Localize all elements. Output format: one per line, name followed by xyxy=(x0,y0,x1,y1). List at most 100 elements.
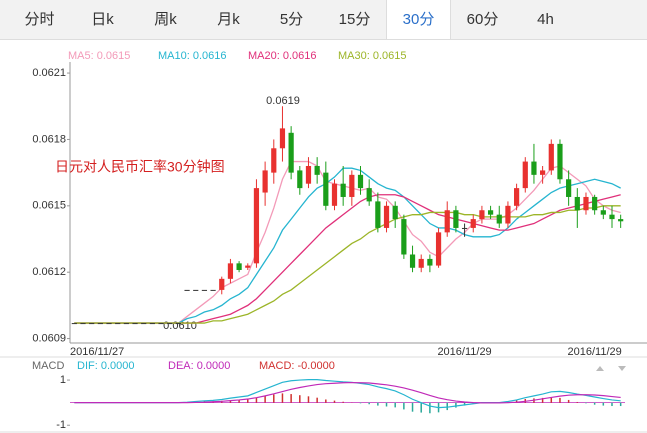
y-tick-label: 0.0621 xyxy=(32,67,66,79)
candle-body xyxy=(505,205,511,224)
candle-body xyxy=(618,219,624,222)
tab[interactable]: 日k xyxy=(91,11,114,28)
candle-body xyxy=(479,210,485,220)
ma-line xyxy=(74,194,621,324)
candle-body xyxy=(531,161,537,175)
candle-body xyxy=(123,323,129,325)
candle-body xyxy=(331,183,338,206)
tab[interactable]: 月k xyxy=(217,11,240,28)
legend-entry: MA10: 0.0616 xyxy=(158,50,227,62)
tab[interactable]: 4h xyxy=(537,11,554,28)
legend-entry: MA30: 0.0615 xyxy=(338,50,407,62)
tab[interactable]: 30分 xyxy=(386,0,451,39)
candle-body xyxy=(167,323,173,325)
candle-body xyxy=(210,289,216,291)
legend-entry: MA20: 0.0616 xyxy=(248,50,317,62)
annotation: 0.0619 xyxy=(266,95,300,107)
candle-body xyxy=(106,323,112,325)
tab[interactable]: 60分 xyxy=(466,11,499,28)
candle-body xyxy=(340,183,346,197)
candle-body xyxy=(349,174,355,197)
icon[interactable] xyxy=(618,366,626,371)
candle-body xyxy=(487,210,494,215)
candle-body xyxy=(418,258,424,268)
candle-body xyxy=(297,170,303,189)
candle-body xyxy=(132,323,138,325)
candle-body xyxy=(470,219,476,228)
ma-line xyxy=(74,160,621,324)
candle-body xyxy=(522,161,528,189)
candle-body xyxy=(158,323,164,325)
candle-body xyxy=(514,188,520,206)
x-tick-label: 2016/11/27 xyxy=(70,346,124,358)
candle-body xyxy=(496,214,502,224)
candle-body xyxy=(401,219,407,255)
candle-body xyxy=(375,201,381,228)
candle-body xyxy=(115,323,121,325)
tab[interactable]: 周k xyxy=(154,11,177,28)
candle-body xyxy=(383,205,390,228)
candle-body xyxy=(279,128,286,149)
candle-body xyxy=(97,323,103,325)
candle-body xyxy=(271,148,277,173)
candle-body xyxy=(227,263,234,279)
ma-line xyxy=(74,205,621,324)
candle-body xyxy=(89,323,95,325)
y-tick-label: 1 xyxy=(60,374,66,386)
icon[interactable] xyxy=(596,366,604,371)
macd-line xyxy=(74,381,621,404)
legend-entry: MA5: 0.0615 xyxy=(68,50,130,62)
candle-body xyxy=(80,323,86,325)
ma-line xyxy=(74,167,621,324)
candle-body xyxy=(548,143,554,171)
candle-body xyxy=(592,196,598,211)
candle-body xyxy=(236,263,242,270)
candle-body xyxy=(314,165,320,175)
candle-body xyxy=(71,323,77,325)
macd-line xyxy=(74,379,621,409)
candle-body xyxy=(288,132,294,173)
candle-body xyxy=(444,210,450,233)
candle-body xyxy=(574,196,580,211)
candle-body xyxy=(366,188,372,202)
x-tick-label: 2016/11/29 xyxy=(568,346,622,358)
y-tick-label: 0.0615 xyxy=(32,200,66,212)
candle-body xyxy=(323,172,329,206)
candle-body xyxy=(566,179,572,197)
y-tick-label: 0.0612 xyxy=(32,266,66,278)
candle-body xyxy=(262,170,268,193)
candle-body xyxy=(175,323,181,325)
y-tick-label: 0.0609 xyxy=(32,332,66,344)
candle-body xyxy=(219,278,225,290)
candle-body xyxy=(557,143,563,180)
y-tick-label: -1 xyxy=(56,419,66,431)
tab[interactable]: 5分 xyxy=(279,11,304,28)
candle-body xyxy=(540,170,546,175)
candle-body xyxy=(609,214,615,220)
macd-title: MACD xyxy=(32,360,64,372)
candle-body xyxy=(583,196,589,211)
candle-body xyxy=(427,258,433,266)
legend-entry: DIF: 0.0000 xyxy=(77,360,134,372)
legend-entry: DEA: 0.0000 xyxy=(168,360,230,372)
candle-body xyxy=(435,232,442,266)
candle-body xyxy=(193,289,199,291)
candle-body xyxy=(245,265,251,268)
candle-body xyxy=(253,188,260,264)
candle-body xyxy=(305,165,312,184)
legend-entry: MACD: -0.0000 xyxy=(259,360,335,372)
tab-bar: 分时 日k 周k 月k 5分 15分 30分 60分 4h xyxy=(0,0,647,40)
x-tick-label: 2016/11/29 xyxy=(437,346,491,358)
tab[interactable]: 15分 xyxy=(338,11,371,28)
candle-body xyxy=(149,323,155,325)
candle-body xyxy=(357,174,364,189)
candle-body xyxy=(141,323,147,325)
y-tick-label: 0.0618 xyxy=(32,133,66,145)
chart-title: 日元对人民币汇率30分钟图 xyxy=(55,159,225,175)
candle-body xyxy=(184,289,190,291)
candle-body xyxy=(453,210,459,228)
tab[interactable]: 分时 xyxy=(24,11,55,28)
candle-body xyxy=(409,254,416,268)
candle-body xyxy=(600,210,606,215)
